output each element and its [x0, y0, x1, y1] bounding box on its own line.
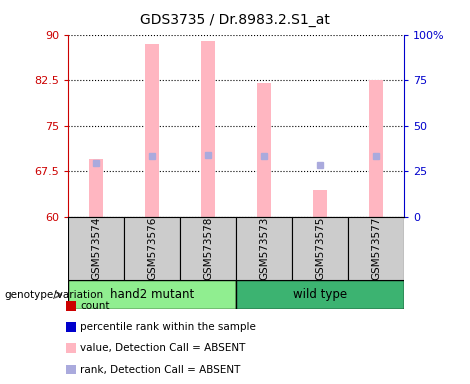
Text: value, Detection Call = ABSENT: value, Detection Call = ABSENT — [80, 343, 245, 354]
Bar — [180, 217, 236, 280]
Bar — [68, 280, 236, 309]
Text: GSM573578: GSM573578 — [203, 217, 213, 280]
Text: GSM573573: GSM573573 — [259, 217, 269, 280]
Bar — [292, 217, 348, 280]
Bar — [236, 217, 292, 280]
Text: count: count — [80, 301, 110, 311]
Bar — [257, 83, 271, 217]
Text: GSM573576: GSM573576 — [147, 217, 157, 280]
Bar — [89, 159, 103, 217]
Bar — [145, 44, 159, 217]
Text: GSM573577: GSM573577 — [371, 217, 381, 280]
Text: GSM573574: GSM573574 — [91, 217, 101, 280]
Bar — [236, 280, 404, 309]
Text: hand2 mutant: hand2 mutant — [110, 288, 194, 301]
Bar — [369, 80, 383, 217]
Bar — [124, 217, 180, 280]
Text: GDS3735 / Dr.8983.2.S1_at: GDS3735 / Dr.8983.2.S1_at — [140, 13, 330, 27]
Text: rank, Detection Call = ABSENT: rank, Detection Call = ABSENT — [80, 364, 240, 375]
Text: wild type: wild type — [293, 288, 347, 301]
Text: percentile rank within the sample: percentile rank within the sample — [80, 322, 256, 333]
Text: genotype/variation: genotype/variation — [5, 290, 104, 300]
Bar — [68, 217, 124, 280]
Text: GSM573575: GSM573575 — [315, 217, 325, 280]
Bar — [201, 41, 215, 217]
Bar — [348, 217, 404, 280]
Bar — [313, 190, 327, 217]
